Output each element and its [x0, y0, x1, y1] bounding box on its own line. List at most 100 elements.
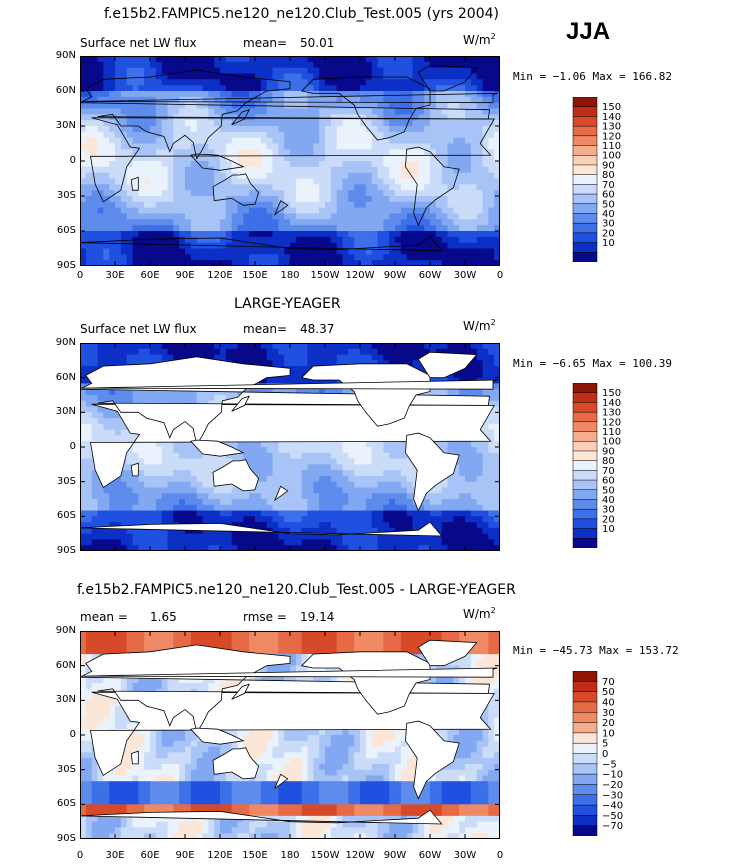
- map-cell: [459, 470, 466, 477]
- map-cell: [307, 96, 314, 104]
- map-cell: [336, 348, 344, 356]
- map-cell: [144, 126, 151, 133]
- map-cell: [476, 201, 484, 209]
- map-cell: [488, 149, 495, 156]
- map-cell: [167, 201, 174, 209]
- map-cell: [284, 149, 291, 156]
- map-cell: [330, 96, 338, 104]
- map-cell: [132, 178, 139, 185]
- map-cell: [202, 178, 209, 185]
- map-cell: [389, 79, 396, 86]
- map-cell: [400, 493, 408, 500]
- map-cell: [354, 231, 361, 238]
- map-cell: [389, 242, 396, 250]
- map-cell: [365, 155, 373, 162]
- map-cell: [342, 236, 349, 244]
- map-cell: [290, 441, 297, 448]
- map-cell: [167, 178, 174, 185]
- map-cell: [435, 201, 443, 209]
- map-cell: [365, 441, 373, 448]
- map-cell: [360, 231, 367, 238]
- map-cell: [208, 85, 215, 92]
- map-cell: [488, 219, 495, 226]
- map-cell: [255, 184, 262, 191]
- map-cell: [412, 231, 419, 238]
- map-cell: [301, 178, 309, 185]
- map-cell: [465, 126, 472, 133]
- map-cell: [115, 254, 122, 261]
- map-cell: [225, 178, 233, 185]
- map-cell: [144, 184, 151, 191]
- map-cell: [138, 504, 145, 512]
- map-cell: [430, 207, 437, 215]
- map-cell: [494, 366, 501, 373]
- map-cell: [260, 126, 268, 133]
- map-cell: [360, 354, 367, 361]
- map-cell: [278, 155, 285, 162]
- map-cell: [85, 366, 93, 373]
- map-cell: [220, 499, 227, 506]
- map-cell: [237, 79, 244, 86]
- map-cell: [354, 114, 361, 121]
- map-cell: [482, 423, 489, 431]
- map-cell: [365, 447, 373, 454]
- map-cell: [115, 522, 122, 529]
- map-cell: [295, 481, 303, 489]
- map-cell: [389, 254, 396, 261]
- map-cell: [196, 493, 204, 500]
- map-cell: [290, 131, 297, 139]
- map-cell: [395, 85, 402, 92]
- map-cell: [435, 114, 443, 121]
- map-cell: [173, 108, 180, 115]
- map-cell: [447, 493, 454, 500]
- map-cell: [91, 354, 99, 361]
- map-cell: [278, 79, 285, 86]
- map-cell: [85, 360, 93, 367]
- map-cell: [115, 166, 122, 174]
- map-cell: [132, 447, 139, 454]
- map-cell: [371, 166, 379, 174]
- map-cell: [237, 61, 244, 69]
- map-cell: [231, 61, 239, 69]
- map-cell: [459, 389, 466, 396]
- map-cell: [260, 79, 268, 86]
- map-cell: [85, 499, 93, 506]
- map-cell: [319, 102, 326, 110]
- map-cell: [120, 360, 128, 367]
- map-cell: [371, 131, 379, 139]
- map-cell: [430, 149, 437, 156]
- map-cell: [132, 143, 139, 150]
- map-cell: [482, 248, 489, 255]
- map-cell: [389, 464, 396, 471]
- map-cell: [435, 131, 443, 139]
- map-cell: [284, 137, 291, 145]
- map-cell: [284, 143, 291, 150]
- map-cell: [476, 231, 484, 238]
- map-cell: [120, 120, 128, 127]
- map-cell: [447, 219, 454, 226]
- map-cell: [348, 120, 355, 127]
- map-cell: [150, 510, 157, 517]
- map-cell: [173, 354, 180, 361]
- map-cell: [196, 143, 204, 150]
- map-cell: [435, 102, 443, 110]
- map-cell: [459, 108, 466, 115]
- map-cell: [173, 487, 180, 494]
- map-cell: [80, 236, 87, 244]
- map-cell: [150, 470, 157, 477]
- map-cell: [225, 79, 233, 86]
- map-cell: [120, 354, 128, 361]
- map-cell: [307, 360, 314, 367]
- map-cell: [342, 493, 349, 500]
- map-cell: [494, 248, 501, 255]
- map-cell: [342, 225, 349, 232]
- map-cell: [220, 67, 227, 75]
- map-cell: [278, 242, 285, 250]
- map-cell: [336, 464, 344, 471]
- map-cell: [435, 348, 443, 356]
- map-cell: [109, 504, 116, 512]
- map-cell: [225, 73, 233, 80]
- map-cell: [494, 155, 501, 162]
- map-cell: [208, 458, 215, 465]
- map-cell: [476, 481, 484, 489]
